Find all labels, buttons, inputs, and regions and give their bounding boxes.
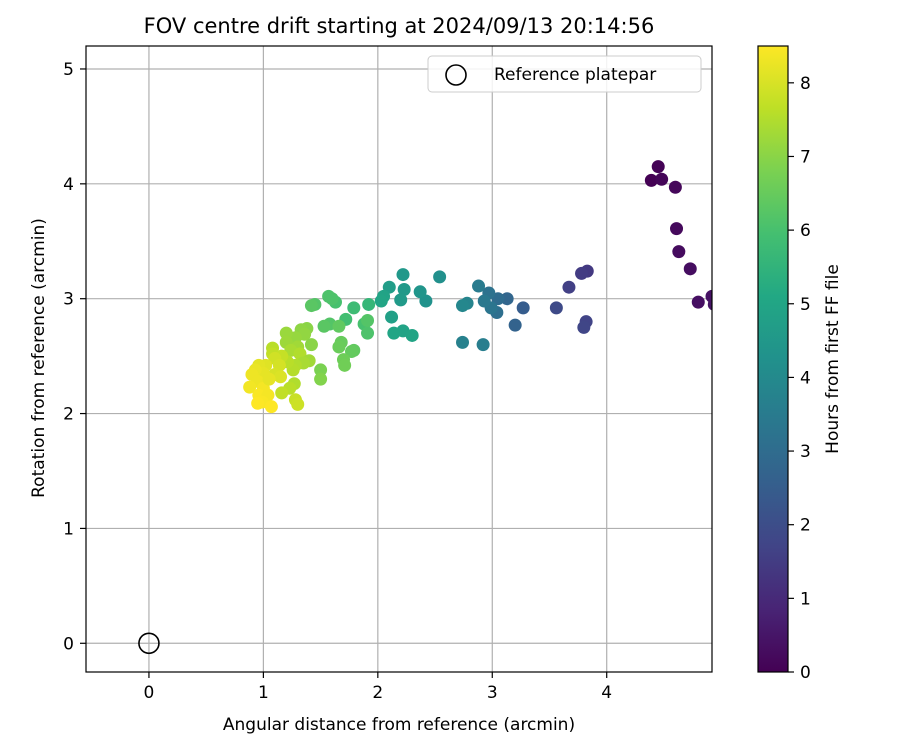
- data-point: [549, 301, 563, 315]
- x-tick-label: 4: [601, 683, 612, 703]
- y-tick-label: 3: [63, 290, 74, 310]
- colorbar-tick-label: 2: [800, 516, 811, 536]
- colorbar-tick-label: 7: [800, 147, 811, 167]
- y-tick-label: 5: [63, 60, 74, 80]
- data-point: [361, 314, 375, 328]
- data-point: [516, 301, 530, 315]
- colorbar-label: Hours from first FF file: [823, 264, 843, 454]
- colorbar-tick-label: 0: [800, 663, 811, 683]
- legend-label-reference-platepar: Reference platepar: [494, 65, 656, 85]
- data-point: [577, 320, 591, 334]
- x-tick-label: 1: [258, 683, 269, 703]
- y-axis-ticks: 0 1 2 3 4 5: [63, 60, 86, 654]
- data-point: [345, 345, 359, 359]
- data-point: [672, 245, 686, 259]
- y-tick-label: 4: [63, 175, 74, 195]
- data-point: [304, 299, 318, 313]
- colorbar-tick-label: 1: [800, 589, 811, 609]
- data-point: [394, 293, 408, 307]
- data-point: [477, 294, 491, 308]
- data-point: [683, 262, 697, 276]
- data-point: [362, 297, 376, 311]
- x-tick-label: 3: [487, 683, 498, 703]
- legend-marker-reference-platepar: [445, 64, 467, 86]
- data-point: [314, 363, 328, 377]
- data-point: [243, 380, 257, 394]
- data-point: [655, 172, 669, 186]
- x-axis-label: Angular distance from reference (arcmin): [223, 715, 575, 735]
- colorbar-tick-label: 3: [800, 442, 811, 462]
- data-point: [338, 358, 352, 372]
- x-tick-label: 2: [372, 683, 383, 703]
- data-point: [274, 370, 288, 384]
- data-point: [456, 299, 470, 313]
- data-point: [325, 292, 339, 306]
- y-axis-label: Rotation from reference (arcmin): [29, 218, 49, 498]
- data-point: [562, 280, 576, 294]
- data-point: [413, 285, 427, 299]
- data-point: [397, 283, 411, 297]
- data-point: [500, 292, 514, 306]
- data-point: [670, 222, 684, 236]
- data-point: [275, 386, 289, 400]
- data-point: [387, 326, 401, 340]
- data-point: [374, 294, 388, 308]
- data-point: [262, 372, 276, 386]
- data-point: [405, 328, 419, 342]
- data-point: [691, 295, 705, 309]
- data-point: [433, 270, 447, 284]
- data-point: [644, 173, 658, 187]
- colorbar-tick-label: 5: [800, 295, 811, 315]
- data-point: [508, 318, 522, 332]
- legend-box: [427, 55, 702, 93]
- data-point: [317, 319, 331, 333]
- data-point: [668, 180, 682, 194]
- data-point: [347, 301, 361, 315]
- colorbar-ticks: 0 1 2 3 4 5 6 7 8: [788, 74, 811, 683]
- data-point: [472, 279, 486, 293]
- data-point: [385, 310, 399, 324]
- data-point: [264, 400, 278, 414]
- data-point: [651, 160, 665, 174]
- colorbar-tick-label: 4: [800, 368, 811, 388]
- y-tick-label: 0: [63, 634, 74, 654]
- x-axis-ticks: 0 1 2 3 4: [144, 672, 612, 703]
- data-point: [304, 338, 318, 352]
- data-point: [361, 326, 375, 340]
- data-point: [476, 338, 490, 352]
- data-point: [251, 396, 265, 410]
- chart-title: FOV centre drift starting at 2024/09/13 …: [144, 14, 655, 38]
- colorbar: [757, 45, 789, 673]
- y-tick-label: 1: [63, 519, 74, 539]
- x-tick-label: 0: [144, 683, 155, 703]
- data-point: [332, 319, 346, 333]
- data-point: [396, 268, 410, 282]
- data-point: [314, 372, 328, 386]
- data-point: [291, 397, 305, 411]
- data-points: [243, 160, 712, 414]
- data-point: [575, 266, 589, 280]
- plot-frame: [85, 45, 713, 673]
- data-point: [332, 340, 346, 354]
- reference-platepar-marker: [138, 632, 160, 655]
- legend: Reference platepar: [427, 55, 702, 93]
- y-tick-label: 2: [63, 405, 74, 425]
- data-point: [707, 298, 712, 311]
- colorbar-tick-label: 8: [800, 74, 811, 94]
- data-point: [456, 335, 470, 349]
- data-point: [279, 326, 293, 340]
- colorbar-tick-label: 6: [800, 221, 811, 241]
